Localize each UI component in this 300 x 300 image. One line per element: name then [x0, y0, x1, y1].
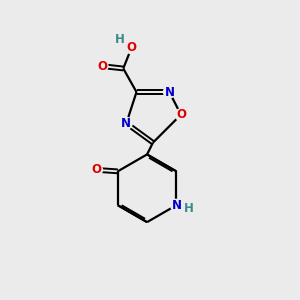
Circle shape — [114, 33, 126, 45]
Circle shape — [170, 199, 182, 211]
Text: H: H — [116, 32, 125, 46]
Text: H: H — [184, 202, 194, 215]
Text: N: N — [121, 117, 131, 130]
Text: O: O — [92, 164, 101, 176]
Text: O: O — [127, 41, 136, 54]
Circle shape — [121, 117, 132, 129]
Text: N: N — [171, 199, 182, 212]
Text: O: O — [97, 60, 107, 73]
Circle shape — [126, 42, 137, 54]
Text: O: O — [176, 108, 186, 121]
Text: N: N — [164, 85, 174, 98]
Circle shape — [164, 86, 175, 98]
Circle shape — [183, 203, 195, 214]
Circle shape — [175, 109, 187, 121]
Circle shape — [96, 60, 108, 72]
Circle shape — [91, 164, 102, 176]
